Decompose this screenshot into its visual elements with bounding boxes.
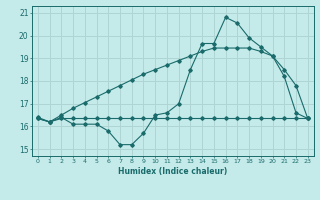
X-axis label: Humidex (Indice chaleur): Humidex (Indice chaleur) — [118, 167, 228, 176]
